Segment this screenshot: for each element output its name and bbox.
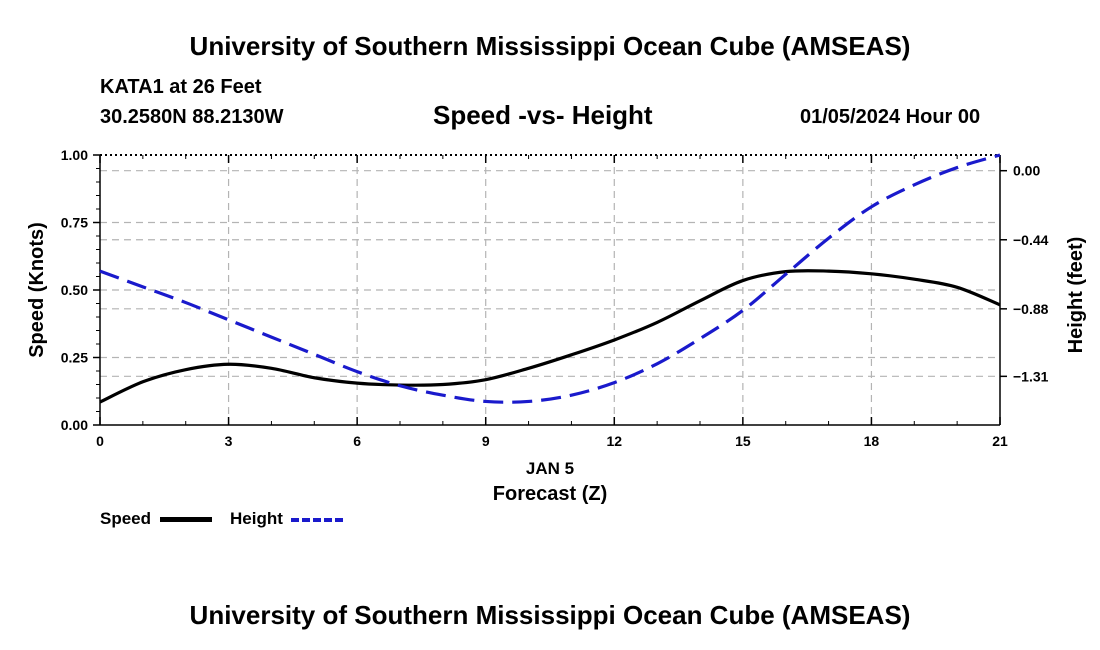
station-label: KATA1 at 26 Feet [100, 76, 262, 98]
y-left-tick-label: 0.75 [61, 215, 88, 231]
chart-title: Speed -vs- Height [433, 100, 653, 130]
date-label: 01/05/2024 Hour 00 [800, 106, 981, 128]
x-tick-label: 6 [353, 433, 361, 449]
y-right-tick-label: −0.88 [1013, 301, 1049, 317]
legend-height-swatch [291, 518, 343, 522]
coordinates-label: 30.2580N 88.2130W [100, 106, 284, 128]
y-right-tick-label: 0.00 [1013, 163, 1040, 179]
y-left-tick-label: 0.00 [61, 417, 88, 433]
series-line-speed [99, 269, 1001, 404]
y-left-tick-label: 0.50 [61, 282, 88, 298]
x-tick-label: 18 [864, 433, 880, 449]
x-tick-label: 12 [606, 433, 622, 449]
y-right-tick-label: −1.31 [1013, 368, 1049, 384]
x-axis-title: Forecast (Z) [493, 483, 607, 505]
footer-title: University of Southern Mississippi Ocean… [189, 600, 911, 630]
y-left-axis-title: Speed (Knots) [26, 222, 48, 358]
y-right-axis-title: Height (feet) [1065, 237, 1087, 354]
x-tick-label: 21 [992, 433, 1008, 449]
page-title: University of Southern Mississippi Ocean… [189, 31, 911, 61]
x-axis-date-label: JAN 5 [526, 459, 574, 478]
y-left-tick-label: 1.00 [61, 147, 88, 163]
legend-speed-swatch [160, 517, 212, 522]
x-tick-label: 3 [225, 433, 233, 449]
x-tick-label: 9 [482, 433, 490, 449]
x-tick-label: 0 [96, 433, 104, 449]
x-tick-label: 15 [735, 433, 751, 449]
y-left-tick-label: 0.25 [61, 350, 88, 366]
legend-speed-label: Speed [100, 509, 152, 528]
y-right-tick-label: −0.44 [1013, 232, 1049, 248]
legend-height-label: Height [230, 509, 283, 528]
series-line-height [99, 153, 1001, 404]
